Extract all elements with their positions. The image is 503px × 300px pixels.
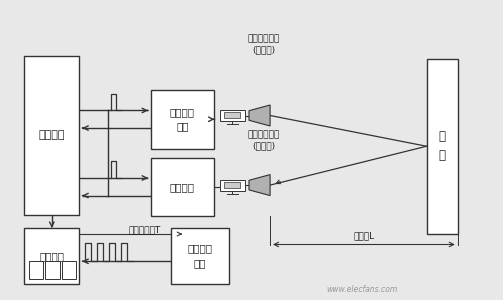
Text: 接收电路: 接收电路 xyxy=(170,182,195,192)
Text: 超声波传感器: 超声波传感器 xyxy=(248,130,280,140)
Bar xyxy=(224,182,240,188)
Text: 脉冲发送
电路: 脉冲发送 电路 xyxy=(170,107,195,132)
Bar xyxy=(151,90,214,148)
Text: 超声波传感器: 超声波传感器 xyxy=(248,34,280,43)
Bar xyxy=(151,158,214,216)
Text: 计数电路: 计数电路 xyxy=(39,251,64,261)
Bar xyxy=(224,112,240,118)
Polygon shape xyxy=(249,175,270,196)
Text: (发送器): (发送器) xyxy=(253,45,276,54)
Bar xyxy=(220,180,245,190)
Text: (接收器): (接收器) xyxy=(253,141,276,150)
Text: 物
体: 物 体 xyxy=(439,130,446,162)
Text: 反射时间：T: 反射时间：T xyxy=(129,225,161,234)
Bar xyxy=(220,110,245,121)
Text: 标准振荡
电路: 标准振荡 电路 xyxy=(188,243,212,268)
Bar xyxy=(171,228,229,284)
Bar xyxy=(24,228,79,284)
Bar xyxy=(29,261,43,279)
Text: 距离：L: 距离：L xyxy=(354,231,374,240)
Polygon shape xyxy=(249,105,270,126)
Bar xyxy=(24,56,79,214)
Bar xyxy=(62,261,76,279)
Text: www.elecfans.com: www.elecfans.com xyxy=(326,285,398,294)
Text: 控制电路: 控制电路 xyxy=(39,130,65,140)
Bar xyxy=(427,58,458,234)
Bar xyxy=(45,261,59,279)
